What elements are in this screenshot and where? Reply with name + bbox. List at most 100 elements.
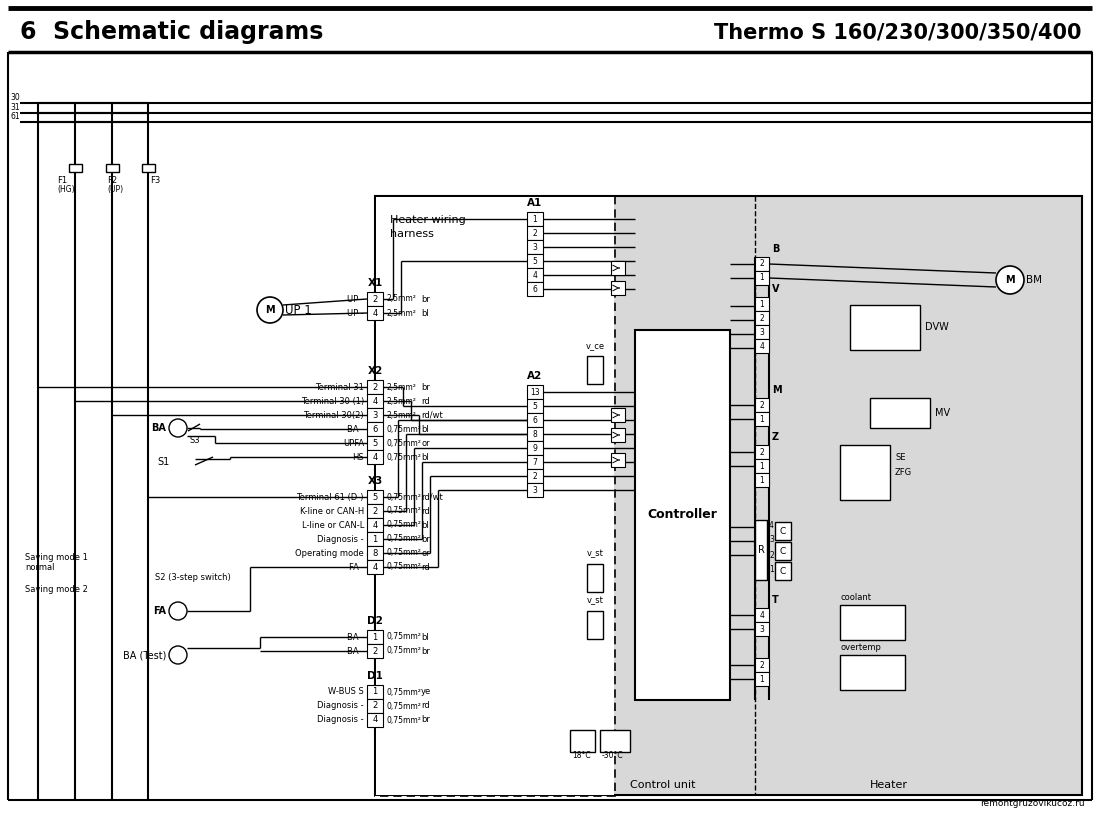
Bar: [527, 427, 543, 441]
Text: (HG): (HG): [57, 184, 75, 193]
Bar: [527, 240, 543, 254]
Text: 1: 1: [532, 214, 538, 223]
Text: coolant: coolant: [840, 593, 871, 602]
Text: FA: FA: [153, 606, 166, 616]
Bar: [527, 441, 543, 455]
Text: BA (Test): BA (Test): [122, 650, 166, 660]
Text: 4: 4: [532, 271, 538, 280]
Text: Terminal 31: Terminal 31: [315, 382, 364, 391]
Text: 0,75mm²: 0,75mm²: [386, 702, 421, 711]
Text: W-BUS S: W-BUS S: [328, 688, 364, 697]
Bar: [527, 483, 543, 497]
Text: br: br: [421, 382, 430, 391]
Text: 5: 5: [373, 438, 377, 447]
Text: Saving mode 1: Saving mode 1: [25, 553, 88, 562]
Text: 0,75mm²: 0,75mm²: [386, 438, 421, 447]
Text: 1: 1: [760, 475, 764, 484]
Bar: [587, 356, 603, 384]
Text: 4: 4: [373, 521, 377, 530]
Text: 2: 2: [373, 506, 377, 516]
Text: X1: X1: [367, 278, 383, 288]
Bar: [367, 699, 383, 713]
Text: A2: A2: [527, 371, 542, 381]
Bar: [850, 305, 920, 350]
Bar: [527, 226, 543, 240]
Bar: [367, 292, 383, 306]
Text: SE: SE: [895, 452, 905, 461]
Text: 1: 1: [769, 566, 773, 575]
Bar: [527, 268, 543, 282]
Text: BA -: BA -: [346, 425, 364, 434]
Text: bl: bl: [421, 521, 429, 530]
Bar: [755, 608, 769, 622]
Text: 1: 1: [760, 299, 764, 309]
Text: rd: rd: [421, 702, 430, 711]
Bar: [527, 254, 543, 268]
Text: 4: 4: [373, 562, 377, 571]
Text: F3: F3: [150, 175, 161, 184]
Text: 6  Schematic diagrams: 6 Schematic diagrams: [20, 20, 323, 44]
Bar: [840, 605, 905, 640]
Text: 4: 4: [760, 341, 764, 350]
Text: 1: 1: [373, 688, 377, 697]
Bar: [755, 412, 769, 426]
Bar: [367, 436, 383, 450]
Text: MV: MV: [935, 408, 950, 418]
Text: 2,5mm²: 2,5mm²: [386, 294, 416, 303]
Text: rd: rd: [421, 506, 430, 516]
Text: 1: 1: [760, 415, 764, 424]
Text: 5: 5: [532, 257, 538, 266]
Text: 3: 3: [532, 486, 538, 495]
Bar: [610, 261, 625, 275]
Bar: [587, 611, 603, 639]
Text: 4: 4: [769, 521, 774, 530]
Text: A1: A1: [527, 198, 542, 208]
Bar: [755, 672, 769, 686]
Text: D1: D1: [367, 671, 383, 681]
Text: -30°C: -30°C: [602, 751, 624, 760]
Bar: [527, 469, 543, 483]
Text: F2: F2: [107, 175, 117, 184]
Text: 5: 5: [532, 402, 538, 411]
Text: 1: 1: [760, 461, 764, 470]
Text: 3: 3: [760, 328, 764, 337]
Text: V: V: [772, 284, 780, 294]
Text: K-line or CAN-H: K-line or CAN-H: [300, 506, 364, 516]
Bar: [527, 282, 543, 296]
Text: overtemp: overtemp: [840, 644, 881, 653]
Bar: [610, 408, 625, 422]
Bar: [635, 330, 730, 700]
Text: 2: 2: [373, 294, 377, 303]
Text: 2: 2: [373, 646, 377, 655]
Text: M: M: [1005, 275, 1015, 285]
Text: 3: 3: [372, 411, 377, 420]
Text: 0,75mm²: 0,75mm²: [386, 492, 421, 501]
Bar: [367, 532, 383, 546]
Text: br: br: [421, 535, 430, 544]
Bar: [755, 658, 769, 672]
Text: 13: 13: [530, 387, 540, 397]
Bar: [610, 281, 625, 295]
Bar: [755, 325, 769, 339]
Bar: [367, 306, 383, 320]
Text: 31: 31: [10, 103, 20, 112]
Text: 0,75mm²: 0,75mm²: [386, 688, 421, 697]
Bar: [755, 398, 769, 412]
Bar: [755, 271, 769, 285]
Text: T: T: [772, 595, 779, 605]
Bar: [755, 459, 769, 473]
Text: bl: bl: [421, 452, 429, 461]
Text: F1: F1: [57, 175, 67, 184]
Text: 2,5mm²: 2,5mm²: [386, 382, 416, 391]
Text: 2: 2: [760, 400, 764, 409]
Text: 8: 8: [372, 548, 377, 557]
Bar: [776, 562, 791, 580]
Text: Control unit: Control unit: [630, 780, 695, 790]
Text: Diagnosis -: Diagnosis -: [318, 535, 364, 544]
Text: br: br: [421, 646, 430, 655]
Bar: [755, 311, 769, 325]
Circle shape: [169, 602, 187, 620]
Text: 1: 1: [760, 675, 764, 684]
Bar: [600, 730, 630, 752]
Text: rd: rd: [421, 562, 430, 571]
